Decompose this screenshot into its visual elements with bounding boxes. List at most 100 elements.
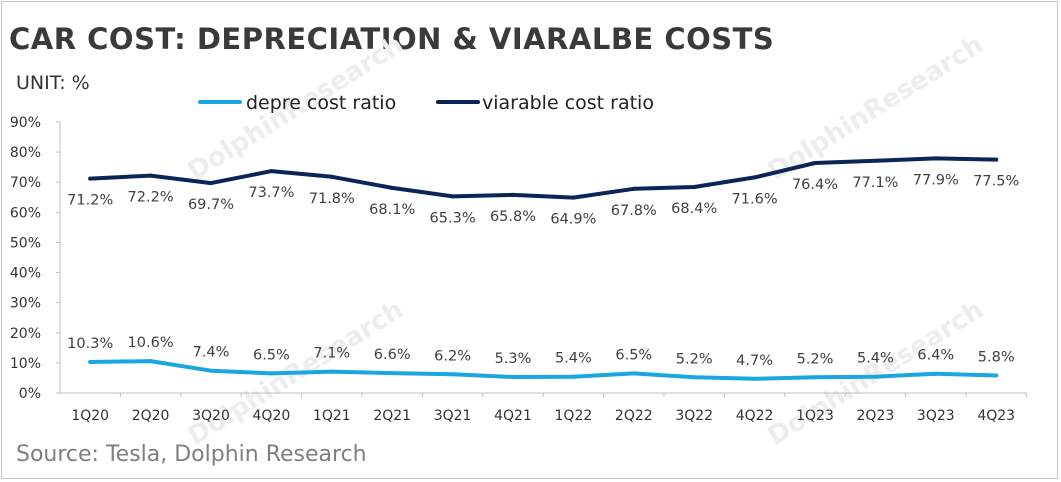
data-label: 71.6% <box>732 191 778 207</box>
data-label: 69.7% <box>188 197 234 213</box>
data-point <box>88 359 93 364</box>
data-label: 71.8% <box>309 191 355 207</box>
x-tick-label: 4Q22 <box>736 408 774 424</box>
data-point <box>933 371 938 376</box>
data-label: 77.9% <box>913 172 959 188</box>
x-tick-label: 1Q22 <box>555 408 593 424</box>
data-point <box>692 185 697 190</box>
data-label: 64.9% <box>550 212 596 228</box>
x-tick-label: 4Q20 <box>253 408 291 424</box>
data-label: 10.3% <box>67 336 113 352</box>
data-label: 7.4% <box>193 345 230 361</box>
y-tick-label: 60% <box>10 205 41 221</box>
data-label: 68.1% <box>369 202 415 218</box>
data-point <box>752 376 757 381</box>
data-label: 6.2% <box>434 348 471 364</box>
y-tick-label: 80% <box>10 145 41 161</box>
data-point <box>994 373 999 378</box>
y-tick-label: 10% <box>10 356 41 372</box>
y-tick-label: 0% <box>19 386 41 402</box>
data-label: 76.4% <box>792 177 838 193</box>
x-tick-label: 2Q20 <box>132 408 170 424</box>
y-tick-label: 50% <box>10 235 41 251</box>
data-point <box>390 185 395 190</box>
watermark-2: DolphinResearch <box>763 30 989 187</box>
data-label: 10.6% <box>128 335 174 351</box>
x-tick-label: 3Q21 <box>434 408 472 424</box>
x-tick-label: 2Q23 <box>857 408 895 424</box>
legend-label: viarable cost ratio <box>482 92 654 114</box>
chart-title: CAR COST: DEPRECIATION & VIARALBE COSTS <box>9 22 775 56</box>
data-point <box>813 160 817 165</box>
data-point <box>571 374 576 379</box>
x-tick-label: 1Q20 <box>71 408 109 424</box>
data-point <box>631 371 636 376</box>
data-label: 77.1% <box>852 175 898 191</box>
x-tick-label: 2Q21 <box>373 408 411 424</box>
data-point <box>873 374 878 379</box>
data-point <box>329 369 334 374</box>
data-point <box>752 175 757 180</box>
data-point <box>269 169 274 174</box>
data-point <box>88 176 93 181</box>
data-point <box>571 195 576 200</box>
data-point <box>390 371 395 376</box>
x-tick-label: 3Q22 <box>675 408 713 424</box>
y-tick-label: 30% <box>10 296 41 312</box>
y-tick-label: 70% <box>10 175 41 191</box>
series-line-viarable <box>88 156 999 200</box>
data-label: 68.4% <box>671 201 717 217</box>
unit-label: UNIT: % <box>16 72 90 94</box>
data-point <box>692 375 697 380</box>
data-label: 4.7% <box>736 353 773 369</box>
x-tick-label: 1Q21 <box>313 408 351 424</box>
data-point <box>148 173 153 178</box>
x-tick-label: 3Q20 <box>192 408 230 424</box>
y-tick-label: 40% <box>10 266 41 282</box>
x-tick-label: 1Q23 <box>796 408 834 424</box>
x-tick-label: 3Q23 <box>917 408 955 424</box>
y-tick-label: 90% <box>10 115 41 131</box>
data-label: 5.8% <box>978 350 1015 366</box>
data-label: 6.4% <box>917 348 954 364</box>
y-tick-label: 20% <box>10 326 41 342</box>
data-point <box>873 158 878 163</box>
series-line-depre <box>88 359 999 381</box>
data-point <box>209 181 213 186</box>
data-point <box>269 371 274 376</box>
data-point <box>511 192 515 197</box>
data-label: 5.2% <box>797 351 834 367</box>
data-label: 6.6% <box>374 347 411 363</box>
data-point <box>450 372 455 377</box>
data-label: 77.5% <box>973 174 1019 190</box>
data-label: 6.5% <box>615 347 652 363</box>
data-label: 6.5% <box>253 347 290 363</box>
data-label: 5.2% <box>676 351 713 367</box>
data-label: 65.3% <box>430 210 476 226</box>
data-label: 71.2% <box>67 193 113 209</box>
data-label: 73.7% <box>248 185 294 201</box>
data-point <box>148 359 153 364</box>
x-tick-label: 2Q22 <box>615 408 653 424</box>
data-label: 72.2% <box>128 190 174 206</box>
data-point <box>209 368 213 373</box>
data-point <box>813 375 817 380</box>
data-label: 5.3% <box>495 351 532 367</box>
data-point <box>631 186 636 191</box>
x-tick-label: 4Q21 <box>494 408 532 424</box>
data-point <box>994 157 999 162</box>
data-point <box>450 194 455 199</box>
source-note: Source: Tesla, Dolphin Research <box>16 442 367 467</box>
data-label: 5.4% <box>555 351 592 367</box>
data-label: 7.1% <box>313 346 350 362</box>
data-label: 5.4% <box>857 351 894 367</box>
data-point <box>511 375 515 380</box>
x-tick-label: 4Q23 <box>977 408 1015 424</box>
data-label: 65.8% <box>490 209 536 225</box>
data-label: 67.8% <box>611 203 657 219</box>
legend-label: depre cost ratio <box>246 92 396 114</box>
data-point <box>329 174 334 179</box>
data-point <box>933 156 938 161</box>
